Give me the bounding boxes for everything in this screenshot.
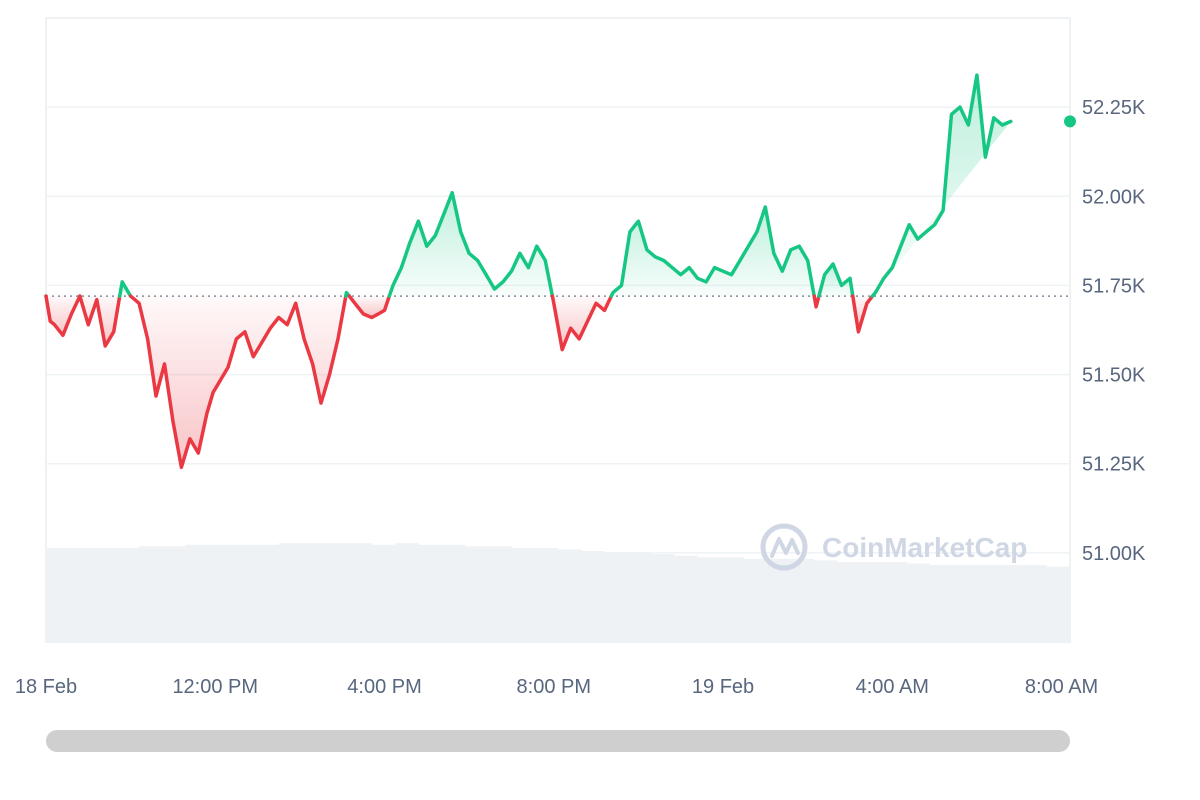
x-tick-label: 4:00 PM bbox=[347, 676, 421, 698]
price-line-down bbox=[44, 294, 82, 338]
watermark-text: CoinMarketCap bbox=[822, 532, 1027, 563]
area-above-baseline bbox=[872, 75, 1011, 297]
price-line-down bbox=[812, 294, 821, 309]
y-tick-label: 51.50K bbox=[1082, 365, 1146, 387]
coinmarketcap-watermark: CoinMarketCap bbox=[760, 523, 1027, 571]
y-axis: 51.00K 51.25K 51.50K 51.75K 52.00K 52.25K bbox=[1082, 97, 1146, 565]
area-above-baseline bbox=[389, 192, 553, 297]
last-price-dot bbox=[1064, 115, 1076, 128]
x-tick-label: 8:00 PM bbox=[517, 676, 591, 698]
x-axis: 18 Feb 12:00 PM 4:00 PM 8:00 PM 19 Feb 4:00 A… bbox=[15, 676, 1098, 698]
area-below-baseline bbox=[79, 296, 120, 346]
coinmarketcap-logo-icon bbox=[760, 523, 808, 571]
timeline-scrollbar[interactable] bbox=[46, 730, 1070, 752]
area-below-baseline bbox=[349, 296, 390, 318]
x-tick-label: 8:00 AM bbox=[1025, 676, 1098, 698]
volume-area bbox=[46, 543, 1070, 642]
price-line-down bbox=[851, 294, 875, 334]
price-line-up bbox=[117, 280, 133, 298]
price-line bbox=[44, 73, 1013, 470]
price-area-fill bbox=[46, 75, 1011, 468]
price-line-down bbox=[78, 294, 122, 348]
price-line-down bbox=[550, 294, 614, 352]
y-tick-label: 52.25K bbox=[1082, 97, 1146, 119]
x-tick-label: 18 Feb bbox=[15, 676, 77, 698]
x-tick-label: 12:00 PM bbox=[172, 676, 258, 698]
price-line-up bbox=[609, 205, 816, 298]
price-line-down bbox=[128, 294, 348, 470]
area-above-baseline bbox=[611, 207, 815, 297]
area-below-baseline bbox=[130, 296, 346, 468]
price-line-up bbox=[387, 190, 555, 298]
y-tick-label: 52.00K bbox=[1082, 186, 1146, 208]
y-tick-label: 51.75K bbox=[1082, 275, 1146, 297]
volume-bars bbox=[46, 543, 1070, 642]
x-tick-label: 4:00 AM bbox=[856, 676, 929, 698]
area-below-baseline bbox=[46, 296, 80, 336]
y-tick-label: 51.25K bbox=[1082, 454, 1146, 476]
price-line-up bbox=[817, 262, 855, 298]
y-tick-label: 51.00K bbox=[1082, 543, 1146, 565]
price-line-up bbox=[870, 73, 1013, 298]
x-tick-label: 19 Feb bbox=[692, 676, 754, 698]
price-line-down bbox=[347, 294, 392, 320]
